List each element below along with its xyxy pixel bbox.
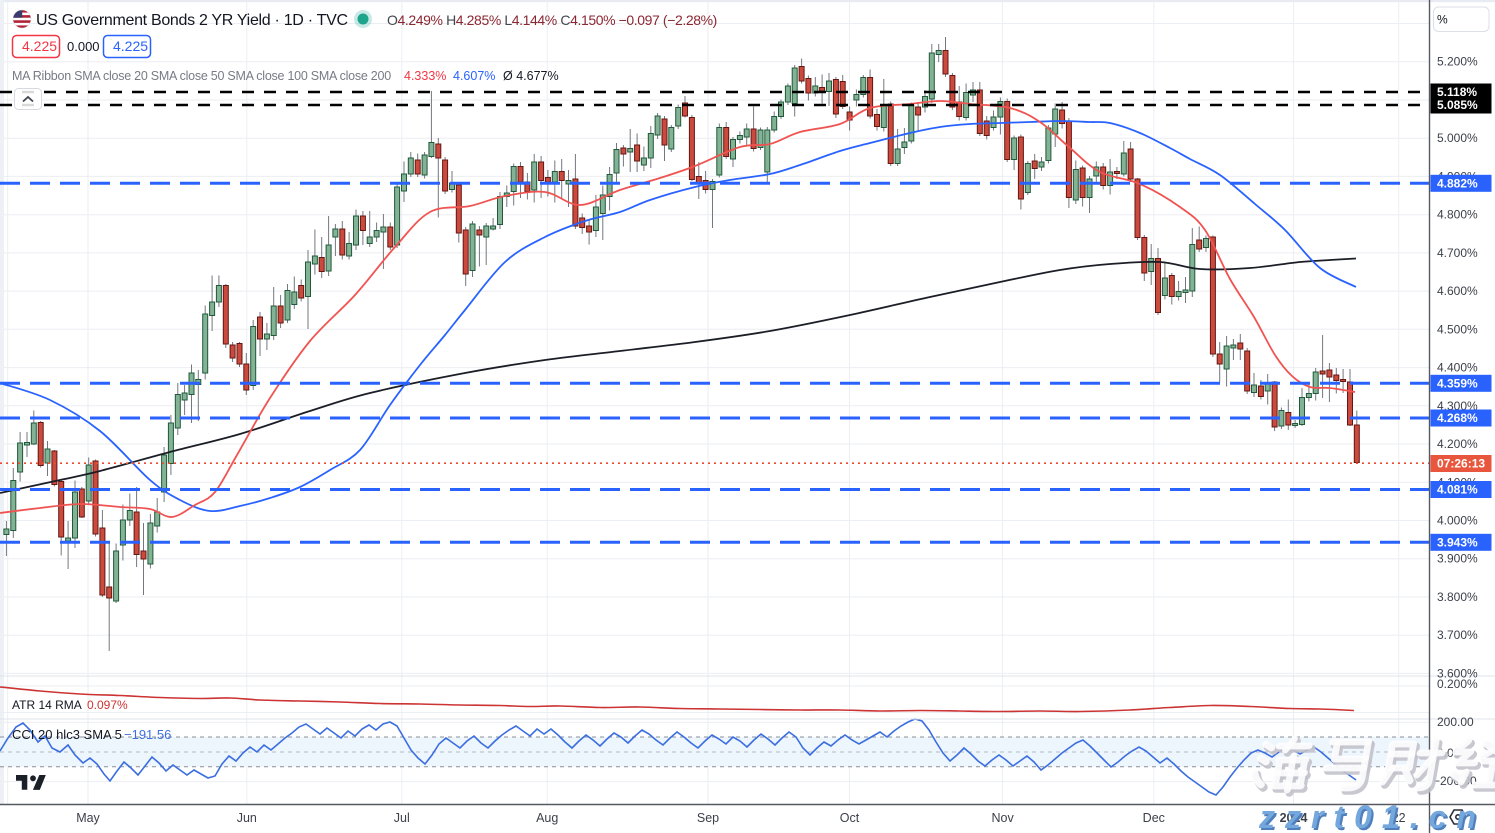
- svg-text:May: May: [76, 811, 100, 825]
- svg-text:3.900%: 3.900%: [1437, 552, 1478, 566]
- svg-text:0.097%: 0.097%: [87, 698, 128, 712]
- svg-text:MA Ribbon SMA close 20 SMA clo: MA Ribbon SMA close 20 SMA close 50 SMA …: [12, 69, 391, 83]
- svg-text:%: %: [1437, 13, 1448, 27]
- svg-text:3.943%: 3.943%: [1437, 535, 1478, 549]
- svg-text:4.333%: 4.333%: [404, 69, 446, 83]
- svg-text:4.700%: 4.700%: [1437, 246, 1478, 260]
- svg-text:3.600%: 3.600%: [1437, 666, 1478, 680]
- svg-text:200.00: 200.00: [1437, 715, 1474, 729]
- svg-text:4.225: 4.225: [22, 38, 57, 54]
- svg-text:Jul: Jul: [394, 811, 410, 825]
- svg-text:0.200%: 0.200%: [1437, 677, 1478, 691]
- svg-text:4.268%: 4.268%: [1437, 411, 1478, 425]
- svg-text:4.800%: 4.800%: [1437, 208, 1478, 222]
- svg-text:4.359%: 4.359%: [1437, 376, 1478, 390]
- svg-text:Oct: Oct: [840, 811, 860, 825]
- svg-text:4.400%: 4.400%: [1437, 361, 1478, 375]
- svg-text:5.085%: 5.085%: [1437, 98, 1478, 112]
- svg-text:−191.56: −191.56: [124, 727, 171, 742]
- svg-text:4.225: 4.225: [113, 38, 148, 54]
- svg-text:4.882%: 4.882%: [1437, 176, 1478, 190]
- svg-text:O4.249% H4.285% L4.144% C4.150: O4.249% H4.285% L4.144% C4.150% −0.097 (…: [387, 12, 717, 28]
- svg-text:5.118%: 5.118%: [1437, 85, 1477, 99]
- svg-text:3.700%: 3.700%: [1437, 628, 1478, 642]
- svg-text:ATR 14 RMA: ATR 14 RMA: [12, 698, 82, 712]
- svg-text:22: 22: [1392, 811, 1406, 825]
- svg-text:4.000%: 4.000%: [1437, 514, 1478, 528]
- svg-text:4.500%: 4.500%: [1437, 322, 1478, 336]
- svg-text:Jun: Jun: [237, 811, 257, 825]
- svg-text:0.000: 0.000: [67, 39, 100, 54]
- svg-text:2024: 2024: [1280, 811, 1308, 825]
- svg-text:4.600%: 4.600%: [1437, 284, 1478, 298]
- svg-text:Nov: Nov: [991, 811, 1014, 825]
- svg-text:4.300%: 4.300%: [1437, 399, 1478, 413]
- svg-text:Aug: Aug: [536, 811, 558, 825]
- svg-text:Sep: Sep: [697, 811, 719, 825]
- svg-text:4.607%: 4.607%: [453, 69, 495, 83]
- svg-text:5.000%: 5.000%: [1437, 131, 1478, 145]
- svg-text:07:26:13: 07:26:13: [1437, 457, 1485, 471]
- svg-text:4.081%: 4.081%: [1437, 483, 1478, 497]
- svg-text:3.800%: 3.800%: [1437, 590, 1478, 604]
- svg-text:Dec: Dec: [1143, 811, 1165, 825]
- svg-text:4.200%: 4.200%: [1437, 437, 1478, 451]
- svg-text:5.200%: 5.200%: [1437, 55, 1478, 69]
- svg-text:Ø 4.677%: Ø 4.677%: [503, 69, 559, 83]
- svg-text:CCI 20 hlc3 SMA 5: CCI 20 hlc3 SMA 5: [12, 727, 122, 742]
- svg-text:US Government Bonds 2 YR Yield: US Government Bonds 2 YR Yield · 1D · TV…: [36, 12, 348, 29]
